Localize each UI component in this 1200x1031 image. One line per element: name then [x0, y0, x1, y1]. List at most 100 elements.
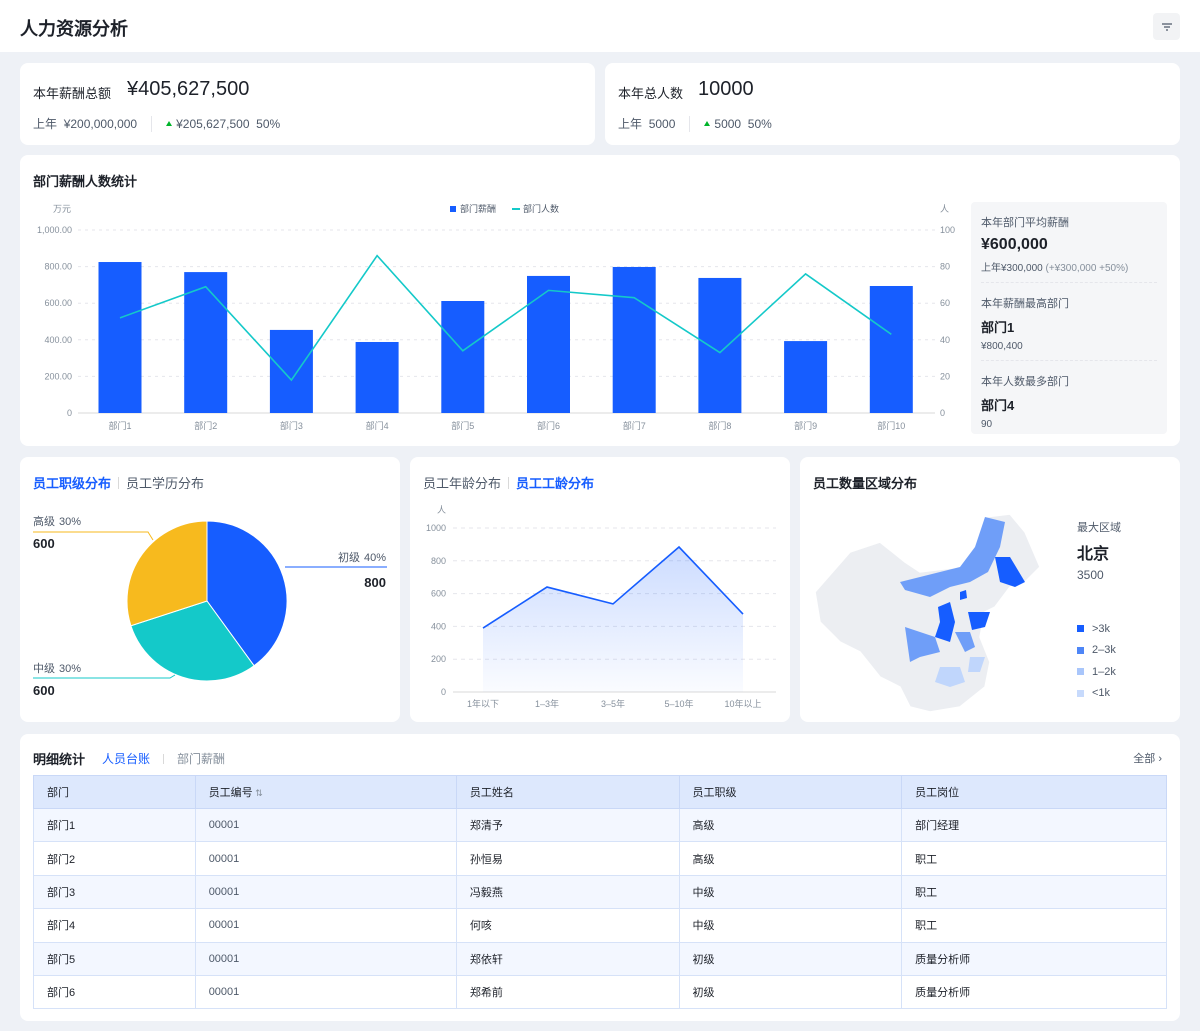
view-all-link[interactable]: 全部 › [1133, 750, 1162, 766]
slice-value: 600 [33, 683, 55, 698]
y-tick-label: 200 [431, 654, 446, 664]
slice-label: 初级 40% [338, 550, 386, 564]
up-arrow-icon [704, 121, 711, 126]
dept-chart-card: 部门薪酬人数统计 0 0 200.00 20 400.00 40 600.00 60 800.0… [20, 155, 1180, 446]
table-cell: 高级 [678, 841, 903, 876]
y2-tick-label: 0 [940, 408, 945, 418]
pie-slice [126, 520, 208, 627]
area-line [482, 545, 744, 629]
max-region-value: 3500 [1077, 568, 1104, 582]
y-tick-label: 200.00 [44, 371, 72, 381]
prev-value: 5000 [648, 116, 676, 131]
y-tick-label: 0 [441, 687, 446, 697]
column-header: 员工姓名 [455, 775, 680, 809]
table-row[interactable]: 部门4 00001 何咳 中级 职工 [33, 908, 1167, 943]
x-tick-label: 部门7 [623, 420, 646, 431]
table-cell: 孙恒易 [455, 841, 680, 876]
y-tick-label: 0 [67, 408, 72, 418]
tab-age[interactable]: 员工年龄分布 [423, 476, 502, 491]
table-cell: 郑清予 [455, 807, 680, 843]
filter-icon [1161, 22, 1172, 31]
view-all-label: 全部 [1133, 753, 1156, 765]
prev-label: 上年 [33, 117, 58, 131]
bar [184, 272, 228, 413]
column-label: 员工职级 [692, 787, 737, 799]
table-cell: 00001 [194, 807, 457, 843]
table-row[interactable]: 部门5 00001 郑依轩 初级 质量分析师 [33, 941, 1167, 976]
tab-level[interactable]: 员工职级分布 [33, 476, 112, 491]
y-tick-label: 1,000.00 [37, 225, 72, 235]
table-cell: 部门5 [33, 941, 196, 976]
card-title: 部门薪酬人数统计 [33, 174, 138, 189]
filter-button[interactable] [1153, 13, 1180, 40]
legend-item[interactable]: <1k [1077, 683, 1116, 705]
table-cell: 部门1 [33, 807, 196, 843]
table-cell: 冯毅燕 [455, 874, 680, 910]
tab-tenure[interactable]: 员工工龄分布 [516, 476, 595, 491]
y2-tick-label: 20 [940, 371, 950, 381]
y-tick-label: 800 [431, 556, 446, 566]
table-cell: 00001 [194, 974, 457, 1010]
card-title: 明细统计 [33, 752, 86, 767]
table-cell: 部门6 [33, 974, 196, 1010]
legend-label: <1k [1092, 687, 1111, 700]
prev-label: 上年 [618, 117, 643, 131]
bar [698, 277, 742, 413]
summary-detail-extra: (+¥300,000 +50%) [1045, 263, 1129, 274]
delta-value: 5000 [714, 116, 742, 131]
delta-value: ¥205,627,500 [176, 116, 250, 131]
x-tick-label: 部门5 [451, 420, 474, 431]
legend-label: 部门薪酬 [460, 203, 496, 214]
column-header: 部门 [33, 775, 196, 809]
tenure-distribution-card: 员工年龄分布 员工工龄分布 0 200 400 600 800 1000 人 1年以下 1–3年 3… [410, 457, 790, 722]
page-title: 人力资源分析 [20, 19, 128, 39]
table-row[interactable]: 部门6 00001 郑希前 初级 质量分析师 [33, 974, 1167, 1010]
table-cell: 中级 [678, 908, 903, 943]
legend-item[interactable]: 2–3k [1077, 640, 1116, 662]
table-cell: 职工 [901, 908, 1167, 943]
slice-name: 高级 [33, 514, 55, 528]
legend-item[interactable]: >3k [1077, 618, 1116, 640]
tab-education[interactable]: 员工学历分布 [126, 476, 205, 491]
headcount-line [119, 254, 892, 382]
x-tick-label: 部门10 [877, 420, 905, 431]
detail-table: 部门 员工编号 ⇅ 员工姓名 员工职级 员工岗位 部门1 00001 郑清予 高级 部门经理 部门… [33, 775, 1167, 1010]
detail-table-card: 明细统计 人员台账 部门薪酬 全部 › 部门 员工编号 ⇅ 员工姓名 员工职级 员工岗位… [20, 734, 1180, 1021]
legend-swatch [1077, 625, 1084, 633]
summary-detail: ¥800,400 [981, 341, 1023, 352]
y2-tick-label: 40 [940, 335, 950, 345]
salary-kpi-card: 本年薪酬总额 ¥405,627,500 上年 ¥200,000,000 ¥205,… [20, 63, 595, 145]
y-tick-label: 600 [431, 589, 446, 599]
sort-icon[interactable]: ⇅ [252, 788, 263, 798]
x-tick-label: 3–5年 [601, 698, 625, 709]
column-label: 部门 [47, 787, 69, 799]
column-label: 员工编号 [208, 787, 253, 799]
y-tick-label: 600.00 [44, 298, 72, 308]
tab-roster[interactable]: 人员台账 [102, 752, 151, 766]
table-cell: 质量分析师 [901, 974, 1167, 1010]
card-title: 员工数量区域分布 [813, 476, 918, 491]
y-unit: 万元 [53, 204, 71, 214]
table-cell: 职工 [901, 841, 1167, 876]
legend-swatch [1077, 668, 1084, 676]
china-map[interactable] [810, 512, 1050, 722]
table-row[interactable]: 部门3 00001 冯毅燕 中级 职工 [33, 874, 1167, 910]
legend-label: 1–2k [1092, 665, 1116, 678]
table-row[interactable]: 部门1 00001 郑清予 高级 部门经理 [33, 807, 1167, 843]
table-cell: 部门4 [33, 908, 196, 943]
column-header[interactable]: 员工编号 ⇅ [194, 775, 457, 809]
headcount-kpi-card: 本年总人数 10000 上年 5000 5000 50% [605, 63, 1180, 145]
max-region-name: 北京 [1077, 546, 1110, 563]
tab-dept-salary[interactable]: 部门薪酬 [177, 752, 226, 766]
slice-value: 600 [33, 536, 55, 551]
legend-item[interactable]: 1–2k [1077, 661, 1116, 683]
y2-tick-label: 100 [940, 225, 955, 235]
bar [355, 341, 399, 413]
column-label: 员工岗位 [915, 787, 960, 799]
y-tick-label: 400.00 [44, 335, 72, 345]
table-cell: 质量分析师 [901, 941, 1167, 976]
bar [869, 285, 913, 413]
table-cell: 初级 [678, 974, 903, 1010]
table-row[interactable]: 部门2 00001 孙恒易 高级 职工 [33, 841, 1167, 876]
kpi-label: 本年薪酬总额 [33, 86, 112, 101]
